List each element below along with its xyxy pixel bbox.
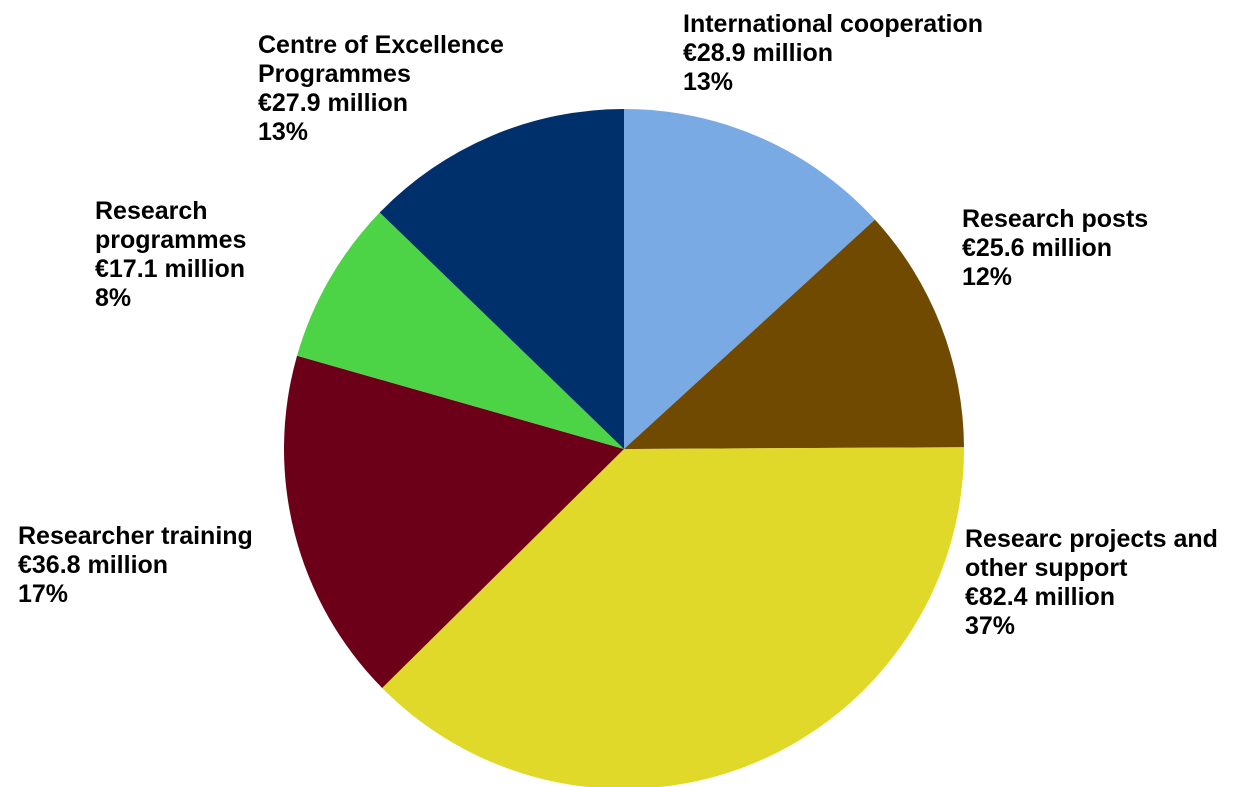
- slice-name-line: Researcher training: [18, 522, 253, 550]
- slice-label: Researcher training €36.8 million 17%: [18, 522, 253, 608]
- slice-name-line: programmes: [95, 226, 246, 254]
- slice-label: Researc projects and other support €82.4 m…: [965, 525, 1218, 640]
- slice-name-line: other support: [965, 554, 1128, 582]
- pie-slice: [379, 109, 624, 449]
- slice-percent-text: 8%: [95, 284, 131, 312]
- slice-label: Centre of Excellence Programmes €27.9 mill…: [258, 31, 504, 146]
- slice-name-line: Research posts: [962, 205, 1148, 233]
- pie-slice: [284, 355, 624, 688]
- pie-slice: [382, 447, 965, 787]
- slice-percent-text: 37%: [965, 612, 1015, 640]
- slice-label: International cooperation €28.9 million 13…: [683, 10, 983, 96]
- slice-label: Research programmes €17.1 million 8%: [95, 197, 246, 312]
- slice-value-text: €82.4 million: [965, 583, 1115, 611]
- slice-value-text: €28.9 million: [683, 39, 833, 67]
- slice-percent-text: 13%: [258, 118, 308, 146]
- slice-name-line: Researc projects and: [965, 525, 1218, 553]
- slice-percent-text: 17%: [18, 580, 68, 608]
- slice-label: Research posts €25.6 million 12%: [962, 205, 1148, 291]
- slice-value-text: €36.8 million: [18, 551, 168, 579]
- slice-labels: International cooperation €28.9 million 13…: [18, 10, 1218, 640]
- slice-name-line: Programmes: [258, 60, 411, 88]
- slice-value-text: €27.9 million: [258, 89, 408, 117]
- pie-slice: [624, 109, 875, 449]
- slice-name-line: Centre of Excellence: [258, 31, 504, 59]
- slice-percent-text: 13%: [683, 68, 733, 96]
- slice-name-line: Research: [95, 197, 208, 225]
- slice-value-text: €25.6 million: [962, 234, 1112, 262]
- slice-name-line: International cooperation: [683, 10, 983, 38]
- slice-value-text: €17.1 million: [95, 255, 245, 283]
- pie-slice: [297, 212, 624, 449]
- pie-slices: [284, 109, 965, 787]
- pie-slice: [624, 219, 964, 449]
- slice-percent-text: 12%: [962, 263, 1012, 291]
